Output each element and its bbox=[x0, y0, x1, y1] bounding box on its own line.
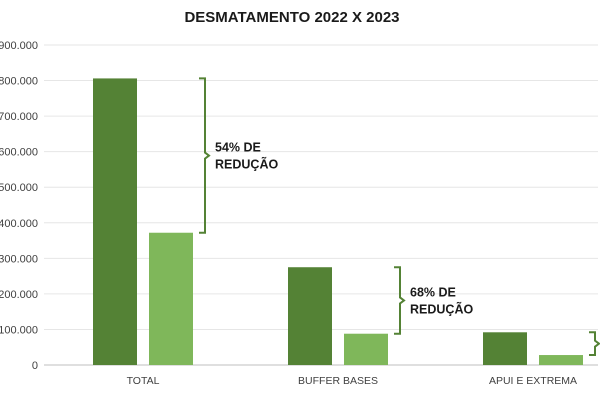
y-tick-label: 300.000 bbox=[0, 253, 38, 265]
y-tick-label: 700.000 bbox=[0, 111, 38, 123]
y-tick-label: 100.000 bbox=[0, 324, 38, 336]
y-axis-ticks: 0 100.000 200.000 300.000 400.000 500.000 600.… bbox=[0, 40, 38, 372]
y-tick-label: 800.000 bbox=[0, 76, 38, 88]
bars bbox=[93, 78, 583, 365]
reduction-brace bbox=[589, 331, 600, 357]
bar-apui-e-extrema-series-2 bbox=[539, 355, 583, 365]
reduction-label-line1: 68% DE bbox=[410, 285, 456, 299]
reduction-brace bbox=[394, 266, 406, 335]
reduction-brace bbox=[199, 77, 211, 234]
reduction-label-line2: REDUÇÃO bbox=[215, 157, 278, 172]
bar-total-series-2 bbox=[149, 232, 193, 365]
reduction-label-line2: REDUÇÃO bbox=[410, 301, 473, 316]
y-tick-label: 600.000 bbox=[0, 147, 38, 159]
x-axis-categories: TOTAL BUFFER BASES APUI E EXTREMA bbox=[127, 375, 577, 387]
bar-apui-e-extrema-series-1 bbox=[483, 332, 527, 365]
y-tick-label: 200.000 bbox=[0, 289, 38, 301]
reduction-label-line1: 54% DE bbox=[215, 141, 261, 155]
x-category-label: TOTAL bbox=[127, 375, 160, 387]
y-tick-label: 0 bbox=[32, 360, 38, 372]
y-tick-label: 500.000 bbox=[0, 182, 38, 194]
x-category-label: BUFFER BASES bbox=[298, 375, 378, 387]
y-tick-label: 400.000 bbox=[0, 218, 38, 230]
bar-total-series-1 bbox=[93, 78, 137, 365]
bar-buffer-bases-series-1 bbox=[288, 267, 332, 365]
chart-title: DESMATAMENTO 2022 X 2023 bbox=[184, 9, 399, 26]
bar-buffer-bases-series-2 bbox=[344, 333, 388, 365]
y-tick-label: 900.000 bbox=[0, 40, 38, 52]
x-category-label: APUI E EXTREMA bbox=[489, 375, 577, 387]
